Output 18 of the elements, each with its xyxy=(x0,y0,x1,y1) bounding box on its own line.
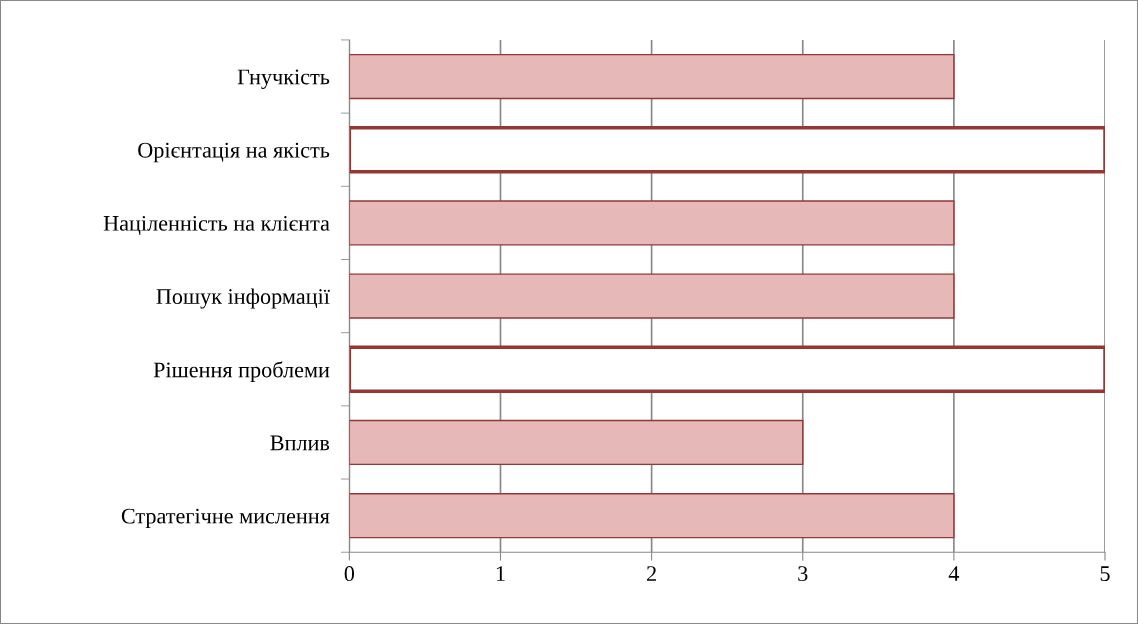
y-tick-label: Орієнтація на якість xyxy=(138,142,330,163)
x-tick-label: 4 xyxy=(948,566,960,581)
x-tick-label: 3 xyxy=(798,566,808,582)
x-tick-label: 5 xyxy=(1100,566,1110,582)
y-tick-label: Рішення проблеми xyxy=(153,361,330,382)
x-tick-label: 1 xyxy=(496,566,505,581)
bar xyxy=(349,273,955,319)
y-tick-label: Націленність на клієнта xyxy=(103,215,330,235)
y-tick-label: Гнучкість xyxy=(237,69,330,89)
bar xyxy=(349,53,955,100)
x-tick-label: 0 xyxy=(344,566,355,582)
bar xyxy=(349,419,804,466)
y-tick-label: Пошук інформації xyxy=(156,288,330,309)
bar xyxy=(349,200,955,246)
bar xyxy=(349,492,955,539)
y-tick-label: Вплив xyxy=(270,435,330,451)
y-tick-label: Стратегічне мислення xyxy=(121,508,330,529)
x-tick-label: 2 xyxy=(647,566,656,581)
